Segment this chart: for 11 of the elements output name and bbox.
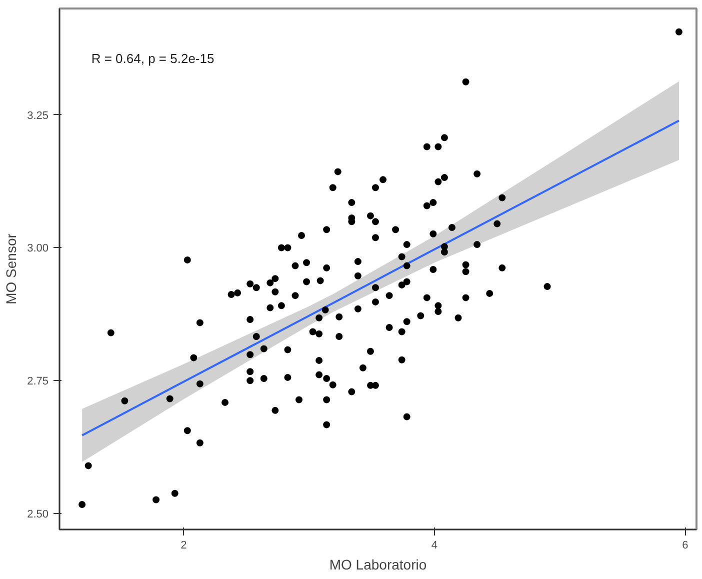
annotation: R = 0.64, p = 5.2e-15 [91,50,214,66]
x-tick-label: 6 [682,540,688,552]
y-tick-label: 3.25 [27,110,49,122]
line-series [81,120,680,436]
y-tick-label: 2.75 [27,376,49,388]
y-axis-title: MO Sensor [3,233,20,304]
y-tick-label: 2.50 [27,508,49,521]
x-tick-label: 4 [431,540,438,552]
x-tick-label: 2 [180,540,187,552]
x-axis-title: MO Laboratorio [329,556,427,572]
y-tick-label: 3.00 [27,242,49,255]
